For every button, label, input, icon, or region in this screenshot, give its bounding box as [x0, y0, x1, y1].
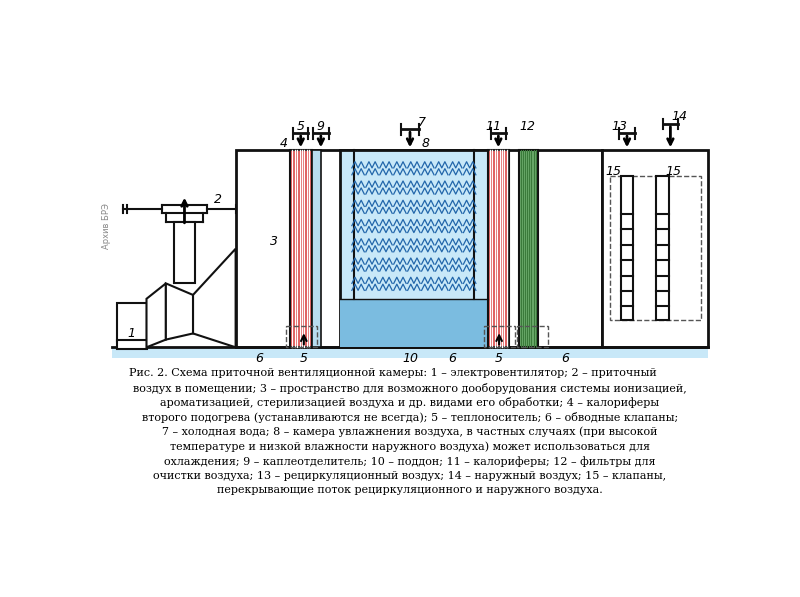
Text: 6: 6	[449, 352, 457, 365]
Bar	[236, 150, 602, 347]
Text: 2: 2	[214, 193, 222, 206]
Bar	[117, 340, 146, 349]
Text: температуре и низкой влажности наружного воздуха) может использоваться для: температуре и низкой влажности наружного…	[170, 441, 650, 452]
Polygon shape	[146, 284, 166, 347]
Bar	[286, 326, 317, 347]
Polygon shape	[193, 249, 236, 347]
Text: 7 – холодная вода; 8 – камера увлажнения воздуха, в частных случаях (при высокой: 7 – холодная вода; 8 – камера увлажнения…	[162, 427, 658, 437]
Bar	[484, 326, 514, 347]
Bar	[657, 176, 669, 321]
Text: 4: 4	[280, 137, 288, 150]
Text: 8: 8	[422, 137, 430, 150]
Text: 15: 15	[666, 165, 682, 179]
Text: 13: 13	[611, 120, 627, 133]
Bar	[621, 176, 634, 321]
Text: 1: 1	[127, 327, 135, 340]
Bar	[174, 222, 195, 284]
Text: 10: 10	[402, 352, 418, 365]
Bar	[518, 150, 538, 347]
Bar	[340, 298, 487, 347]
Text: 12: 12	[520, 120, 536, 133]
Text: 5: 5	[494, 352, 502, 365]
Text: 11: 11	[486, 120, 502, 133]
Text: Архив БРЭ: Архив БРЭ	[102, 203, 110, 248]
Text: 6: 6	[561, 352, 569, 365]
Text: 14: 14	[672, 110, 688, 123]
Bar	[487, 150, 509, 347]
Text: 7: 7	[418, 116, 426, 129]
Text: охлаждения; 9 – каплеотделитель; 10 – поддон; 11 – калориферы; 12 – фильтры для: охлаждения; 9 – каплеотделитель; 10 – по…	[164, 456, 656, 467]
Bar	[117, 303, 146, 341]
Text: воздух в помещении; 3 – пространство для возможного дооборудования системы иониз: воздух в помещении; 3 – пространство для…	[133, 383, 687, 393]
Text: 5: 5	[297, 120, 305, 133]
Bar	[610, 176, 702, 321]
Text: второго подогрева (устанавливаются не всегда); 5 – теплоноситель; 6 – обводные к: второго подогрева (устанавливаются не вс…	[142, 412, 678, 423]
Bar	[311, 150, 321, 347]
Text: Рис. 2. Схема приточной вентиляционной камеры: 1 – электровентилятор; 2 – приточ: Рис. 2. Схема приточной вентиляционной к…	[130, 368, 658, 378]
Text: 3: 3	[270, 235, 278, 248]
Text: 6: 6	[255, 352, 263, 365]
Bar	[517, 326, 548, 347]
Text: 5: 5	[300, 352, 308, 365]
Text: 15: 15	[605, 165, 621, 179]
Bar	[340, 150, 487, 347]
Text: ароматизацией, стерилизацией воздуха и др. видами его обработки; 4 – калориферы: ароматизацией, стерилизацией воздуха и д…	[161, 398, 659, 408]
Text: 9: 9	[317, 120, 325, 133]
Polygon shape	[166, 284, 193, 340]
Bar	[112, 347, 708, 358]
Bar	[290, 150, 311, 347]
Text: очистки воздуха; 13 – рециркуляционный воздух; 14 – наружный воздух; 15 – клапан: очистки воздуха; 13 – рециркуляционный в…	[154, 470, 666, 481]
Bar	[602, 150, 708, 347]
Text: перекрывающие поток рециркуляционного и наружного воздуха.: перекрывающие поток рециркуляционного и …	[217, 485, 603, 495]
